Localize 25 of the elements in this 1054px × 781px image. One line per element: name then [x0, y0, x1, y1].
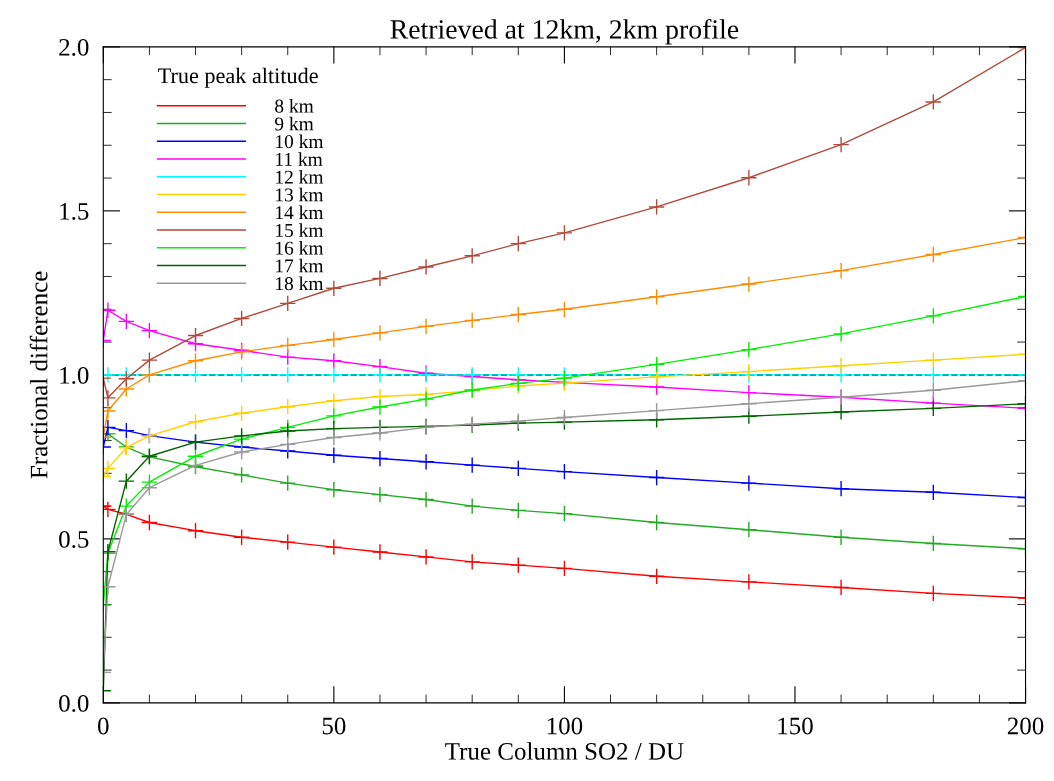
legend-label: 18 km [276, 276, 324, 291]
legend-label: 9 km [274, 116, 314, 131]
legend-label: 13 km [276, 187, 324, 202]
y-tick-label: 0.5 [59, 530, 89, 548]
legend-label: 11 km [276, 152, 323, 166]
legend-title: True peak altitude [158, 67, 318, 88]
legend-label: 10 km [276, 134, 324, 149]
chart-title: Retrieved at 12km, 2km profile [390, 18, 739, 45]
y-tick-label: 1.0 [60, 366, 89, 384]
x-axis-title: True Column SO2 / DU [445, 742, 684, 760]
x-tick-label: 50 [322, 717, 346, 735]
x-tick-label: 100 [547, 717, 583, 735]
y-tick-label: 0.0 [59, 694, 89, 712]
legend-label: 17 km [276, 258, 324, 273]
x-tick-label: 200 [1007, 717, 1044, 735]
y-tick-label: 1.5 [60, 203, 89, 220]
y-axis-title: Fractional difference [29, 271, 48, 479]
legend-label: 8 km [275, 99, 314, 113]
x-tick-label: 150 [778, 717, 813, 735]
legend-label: 14 km [276, 205, 324, 220]
legend-label: 12 km [276, 170, 324, 184]
legend-label: 16 km [276, 241, 324, 255]
y-tick-label: 2.0 [59, 38, 89, 56]
x-tick-label: 0 [98, 717, 109, 735]
legend-label: 15 km [276, 223, 324, 237]
